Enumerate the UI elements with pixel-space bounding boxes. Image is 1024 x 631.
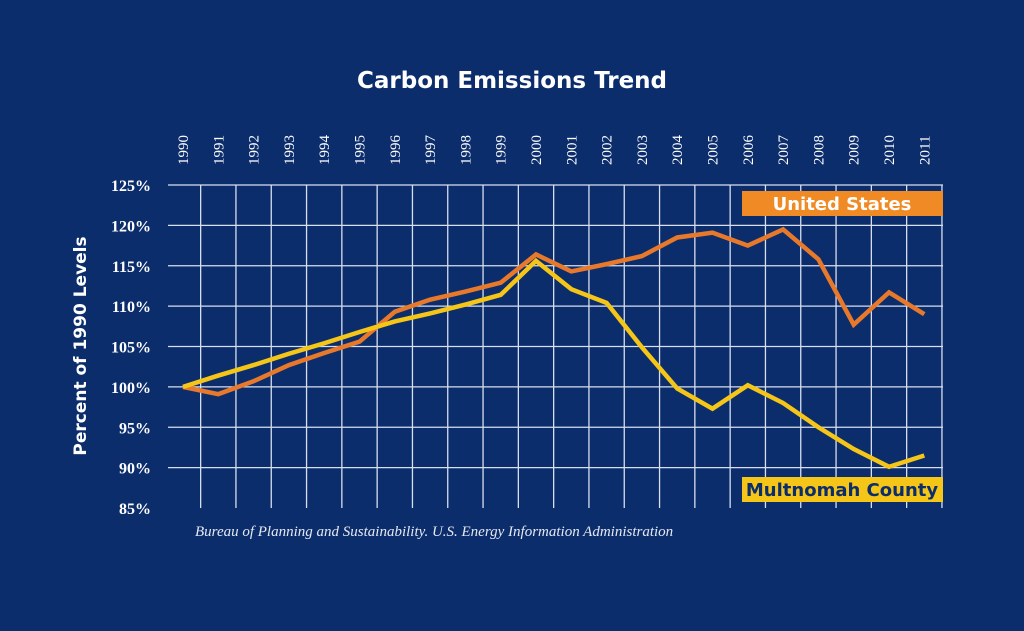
- x-axis-ticks: 1990 1991 1992 1993 1994 1995 1996 1997 1998 1999…: [176, 135, 933, 166]
- x-tick-label: 1990: [176, 135, 192, 165]
- legend-label: United States: [773, 194, 912, 215]
- legend-item: United States: [742, 191, 943, 216]
- x-tick-label: 2006: [741, 135, 757, 166]
- y-tick-label: 115%: [112, 259, 151, 276]
- x-tick-label: 1999: [494, 135, 510, 165]
- y-tick-label: 85%: [119, 501, 151, 518]
- x-tick-label: 1992: [247, 135, 263, 165]
- x-tick-label: 2011: [917, 136, 933, 165]
- x-tick-label: 1997: [423, 135, 439, 166]
- x-tick-label: 1996: [388, 135, 404, 166]
- series-line-multnomah-county: [182, 257, 925, 470]
- legend-item: Multnomah County: [742, 477, 943, 502]
- y-tick-label: 100%: [111, 380, 151, 397]
- x-tick-label: 2002: [600, 135, 616, 165]
- x-tick-label: 1998: [458, 135, 474, 165]
- x-tick-label: 1991: [211, 135, 227, 165]
- y-tick-label: 90%: [119, 461, 151, 478]
- x-tick-label: 1994: [317, 135, 333, 166]
- x-tick-label: 2000: [529, 135, 545, 165]
- x-tick-label: 2001: [564, 135, 580, 165]
- legend-label-box: [742, 191, 943, 216]
- x-tick-label: 2003: [635, 135, 651, 165]
- legend-label: Multnomah County: [746, 480, 938, 501]
- x-tick-label: 2009: [847, 135, 863, 165]
- series-lines: [182, 226, 926, 470]
- y-tick-label: 125%: [111, 178, 151, 195]
- y-tick-label: 105%: [111, 340, 151, 357]
- x-tick-label: 2004: [670, 135, 686, 166]
- y-tick-label: 110%: [112, 299, 151, 316]
- legend-label-box: [742, 477, 943, 502]
- y-tick-label: 120%: [111, 218, 151, 235]
- x-tick-label: 1995: [353, 135, 369, 165]
- x-tick-label: 2008: [811, 135, 827, 165]
- x-tick-label: 1993: [282, 135, 298, 165]
- x-tick-label: 2010: [882, 135, 898, 165]
- y-axis-label: Percent of 1990 Levels: [71, 236, 91, 455]
- legend: United States Multnomah County: [742, 191, 943, 502]
- chart-title: Carbon Emissions Trend: [357, 68, 667, 94]
- y-tick-label: 95%: [119, 420, 151, 437]
- series-line-united-states: [182, 226, 926, 397]
- grid: [168, 184, 943, 508]
- x-tick-label: 2007: [776, 135, 792, 166]
- y-axis-ticks: 85% 90% 95% 100% 105% 110% 115% 120% 125%: [111, 178, 151, 518]
- x-tick-label: 2005: [706, 135, 722, 165]
- source-note: Bureau of Planning and Sustainability. U…: [195, 524, 673, 540]
